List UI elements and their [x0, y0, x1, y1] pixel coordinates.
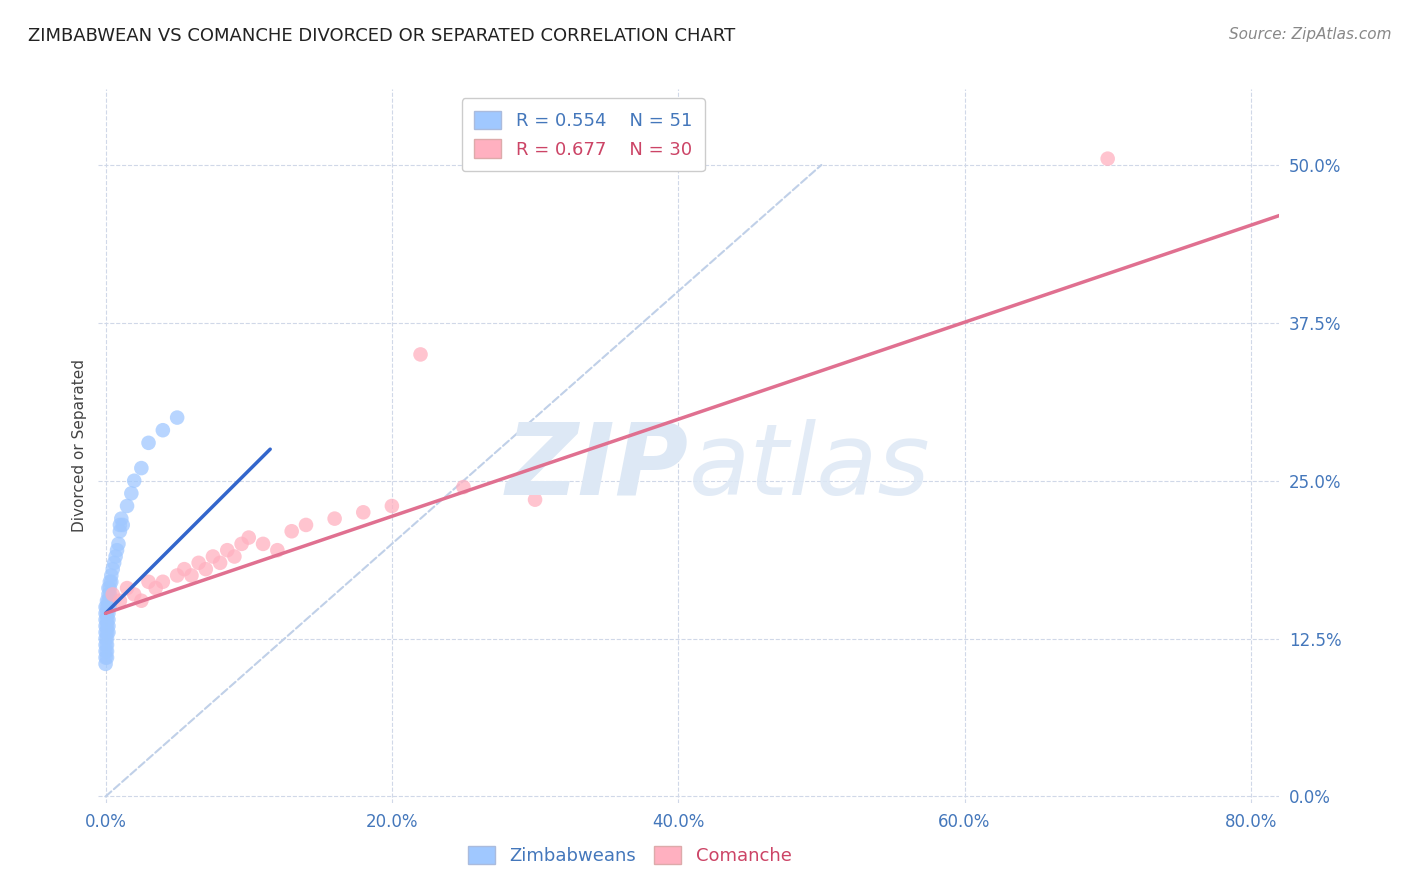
Point — [201, 549, 224, 564]
Point — [96, 638, 118, 652]
Point — [94, 625, 117, 640]
Point — [98, 574, 121, 589]
Point — [252, 537, 274, 551]
Point — [409, 347, 432, 361]
Point — [131, 593, 153, 607]
Point — [96, 650, 118, 665]
Point — [96, 632, 118, 646]
Point — [187, 556, 209, 570]
Point — [138, 435, 160, 450]
Text: Source: ZipAtlas.com: Source: ZipAtlas.com — [1229, 27, 1392, 42]
Point — [108, 517, 131, 532]
Point — [94, 613, 117, 627]
Point — [94, 600, 117, 615]
Point — [323, 511, 346, 525]
Point — [97, 625, 120, 640]
Point — [97, 593, 120, 607]
Point — [97, 619, 120, 633]
Point — [231, 537, 253, 551]
Point — [152, 574, 174, 589]
Point — [98, 593, 121, 607]
Point — [122, 474, 145, 488]
Point — [173, 562, 195, 576]
Point — [103, 556, 125, 570]
Point — [381, 499, 404, 513]
Point — [97, 600, 120, 615]
Point — [97, 607, 120, 621]
Point — [94, 619, 117, 633]
Point — [94, 644, 117, 658]
Point — [152, 423, 174, 437]
Point — [94, 638, 117, 652]
Point — [108, 524, 131, 539]
Point — [96, 600, 118, 615]
Point — [138, 574, 160, 589]
Point — [266, 543, 288, 558]
Point — [96, 619, 118, 633]
Point — [166, 410, 188, 425]
Point — [101, 587, 124, 601]
Point — [131, 461, 153, 475]
Point — [96, 644, 118, 658]
Point — [122, 587, 145, 601]
Point — [94, 657, 117, 671]
Point — [1097, 152, 1119, 166]
Point — [98, 587, 121, 601]
Point — [97, 587, 120, 601]
Point — [115, 581, 138, 595]
Point — [101, 562, 124, 576]
Point — [120, 486, 142, 500]
Point — [96, 613, 118, 627]
Point — [194, 562, 217, 576]
Point — [524, 492, 547, 507]
Point — [217, 543, 239, 558]
Point — [94, 632, 117, 646]
Legend: Zimbabweans, Comanche: Zimbabweans, Comanche — [461, 838, 799, 872]
Point — [96, 625, 118, 640]
Point — [352, 505, 374, 519]
Point — [97, 581, 120, 595]
Point — [453, 480, 475, 494]
Point — [111, 517, 134, 532]
Point — [100, 568, 122, 582]
Point — [96, 607, 118, 621]
Point — [295, 517, 318, 532]
Text: ZIMBABWEAN VS COMANCHE DIVORCED OR SEPARATED CORRELATION CHART: ZIMBABWEAN VS COMANCHE DIVORCED OR SEPAR… — [28, 27, 735, 45]
Text: atlas: atlas — [689, 419, 931, 516]
Point — [100, 574, 122, 589]
Point — [94, 607, 117, 621]
Point — [280, 524, 302, 539]
Point — [115, 499, 138, 513]
Text: ZIP: ZIP — [506, 419, 689, 516]
Point — [238, 531, 260, 545]
Point — [145, 581, 167, 595]
Point — [107, 537, 129, 551]
Point — [224, 549, 246, 564]
Point — [98, 581, 121, 595]
Point — [98, 600, 121, 615]
Point — [110, 511, 132, 525]
Point — [96, 593, 118, 607]
Y-axis label: Divorced or Separated: Divorced or Separated — [72, 359, 87, 533]
Point — [108, 593, 131, 607]
Point — [104, 549, 127, 564]
Point — [94, 650, 117, 665]
Point — [105, 543, 128, 558]
Point — [166, 568, 188, 582]
Point — [97, 613, 120, 627]
Point — [209, 556, 232, 570]
Point — [180, 568, 202, 582]
